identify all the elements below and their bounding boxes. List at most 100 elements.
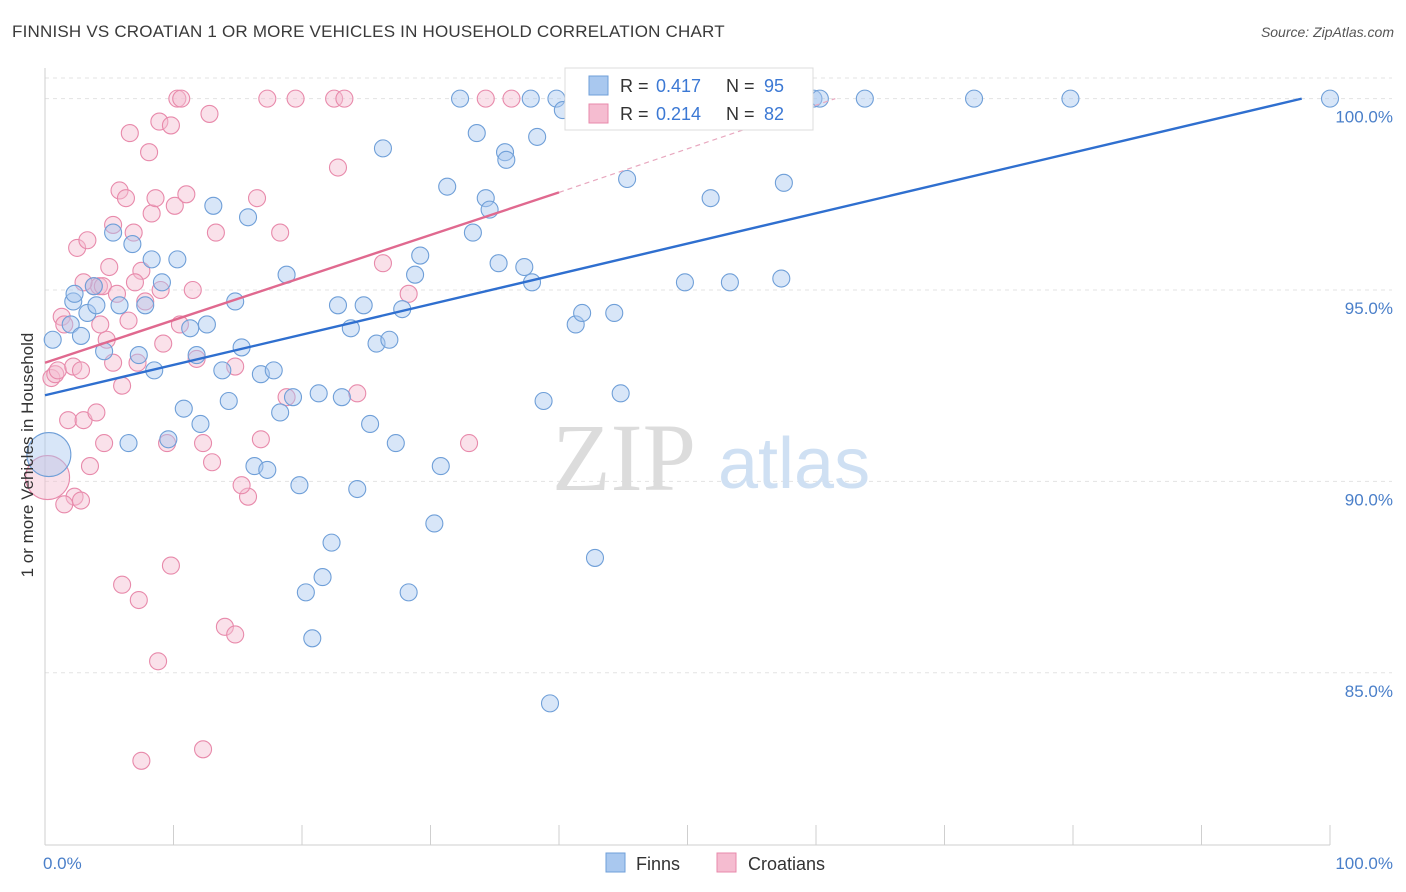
- data-point: [71, 326, 91, 345]
- data-point: [226, 625, 245, 644]
- data-point: [136, 296, 155, 315]
- data-point: [177, 185, 196, 204]
- croatians-bottom-swatch: [716, 852, 737, 873]
- axes: [44, 68, 1331, 846]
- data-point: [303, 629, 322, 648]
- data-point: [605, 303, 624, 323]
- data-point: [774, 173, 793, 192]
- gridlines: [45, 77, 1392, 674]
- croatians-n-value: 82: [764, 104, 784, 124]
- data-point: [238, 487, 258, 506]
- croatians-r-value: 0.214: [656, 104, 701, 124]
- data-point: [113, 575, 132, 594]
- data-point: [720, 273, 739, 292]
- croatians-n-label: N =: [726, 104, 755, 124]
- data-point: [194, 434, 213, 453]
- data-point: [104, 215, 123, 234]
- data-point: [119, 434, 138, 453]
- data-point: [348, 479, 367, 499]
- data-point: [277, 388, 296, 407]
- data-point: [215, 617, 234, 636]
- data-point: [110, 181, 129, 200]
- data-point: [467, 124, 486, 143]
- data-point: [618, 169, 637, 189]
- data-point: [290, 476, 309, 495]
- data-point: [386, 434, 405, 453]
- data-point: [136, 292, 155, 311]
- data-point: [425, 514, 444, 533]
- data-point: [238, 208, 258, 227]
- chart-source: Source: ZipAtlas.com: [1260, 24, 1394, 40]
- data-point: [65, 284, 84, 303]
- data-point: [502, 89, 521, 108]
- data-point: [585, 548, 605, 567]
- data-point: [119, 311, 138, 330]
- data-point: [258, 89, 277, 108]
- data-point: [328, 158, 348, 177]
- data-point: [110, 296, 129, 315]
- data-point: [129, 346, 148, 365]
- y-tick-label: 100.0%: [1335, 108, 1393, 127]
- data-point: [151, 280, 170, 300]
- chart-title: FINNISH VS CROATIAN 1 OR MORE VEHICLES I…: [12, 22, 725, 41]
- croatians-legend-swatch: [588, 103, 609, 124]
- data-point: [438, 177, 457, 196]
- data-point: [528, 127, 547, 146]
- watermark-zip: ZIP: [552, 404, 696, 511]
- data-point: [332, 388, 351, 407]
- data-point: [183, 280, 202, 300]
- data-point: [87, 403, 106, 422]
- data-point: [142, 204, 161, 223]
- x-tick-labels: 0.0% 100.0%: [43, 854, 1393, 873]
- data-point: [264, 361, 283, 380]
- data-point: [534, 391, 553, 411]
- data-point: [213, 361, 232, 380]
- data-point-large: [26, 432, 72, 478]
- data-point: [200, 104, 219, 123]
- data-point: [219, 391, 238, 411]
- finns-r-label: R =: [620, 76, 649, 96]
- data-point: [251, 430, 270, 449]
- data-point: [71, 491, 91, 510]
- data-point: [95, 434, 114, 453]
- data-point: [497, 150, 516, 169]
- data-point: [1061, 89, 1080, 108]
- data-point: [104, 223, 123, 242]
- data-point: [168, 250, 187, 269]
- series-legend: Finns Croatians: [605, 852, 825, 874]
- data-point: [701, 189, 720, 208]
- data-point: [168, 89, 187, 108]
- data-point: [68, 238, 87, 257]
- data-point: [197, 315, 216, 334]
- data-point: [113, 376, 132, 395]
- data-point: [258, 460, 277, 479]
- data-point: [100, 257, 119, 277]
- data-point: [71, 361, 91, 380]
- data-point: [965, 89, 984, 108]
- data-point: [203, 453, 222, 472]
- finns-r-value: 0.417: [656, 76, 701, 96]
- data-point: [283, 388, 303, 407]
- data-point-large: [25, 455, 71, 501]
- data-point: [132, 261, 151, 280]
- data-point: [325, 89, 344, 108]
- data-point: [451, 89, 470, 108]
- data-point: [411, 246, 430, 265]
- data-point: [91, 315, 110, 334]
- data-point: [495, 143, 515, 162]
- y-axis-title: 1 or more Vehicles in Household: [18, 333, 37, 578]
- data-point: [463, 223, 482, 242]
- data-point: [181, 319, 200, 338]
- data-point: [296, 583, 315, 602]
- x-tick-label: 0.0%: [43, 854, 82, 873]
- trendlines: [44, 97, 1303, 397]
- data-point: [154, 334, 173, 353]
- data-point: [61, 315, 80, 334]
- data-point: [232, 476, 251, 495]
- data-point: [855, 89, 874, 108]
- data-point: [573, 303, 592, 323]
- y-tick-label: 90.0%: [1345, 490, 1393, 509]
- stats-legend: R = 0.417 N = 95 R = 0.214 N = 82: [564, 67, 814, 131]
- data-point: [55, 495, 74, 514]
